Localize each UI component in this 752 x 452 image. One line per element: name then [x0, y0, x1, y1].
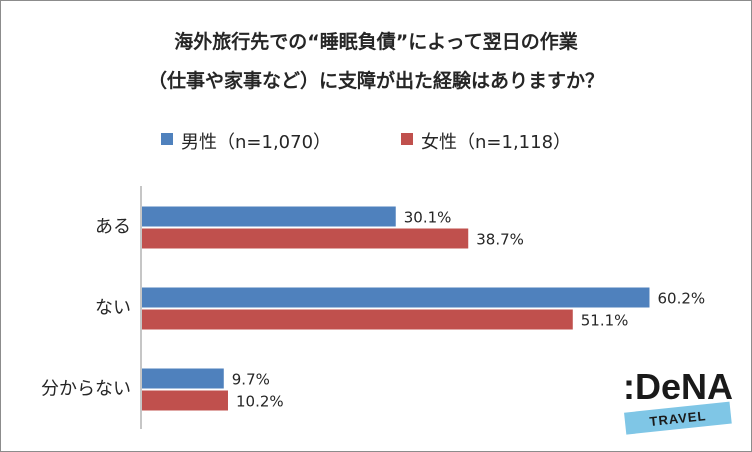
logo-band	[624, 401, 732, 435]
bar-female	[142, 390, 228, 411]
chart-title: 海外旅行先での“睡眠負債”によって翌日の作業	[174, 31, 578, 53]
legend-label-female: 女性（n=1,118）	[421, 132, 572, 153]
category-label: ない	[95, 298, 131, 319]
logo-brand-text: :DeNA	[623, 366, 733, 407]
legend-swatch-male	[161, 133, 173, 145]
category-label: 分からない	[41, 379, 131, 400]
category-label: ある	[95, 217, 131, 238]
data-label: 60.2%	[657, 290, 705, 308]
bar-male	[142, 206, 396, 227]
data-label: 51.1%	[581, 312, 629, 330]
legend-swatch-female	[401, 133, 413, 145]
dena-travel-logo: :DeNA TRAVEL	[623, 366, 733, 435]
legend-label-male: 男性（n=1,070）	[181, 132, 332, 153]
chart-subtitle: （仕事や家事など）に支障が出た経験はありますか？	[147, 70, 604, 92]
logo-sub-text: TRAVEL	[649, 408, 707, 429]
bar-female	[142, 228, 469, 249]
data-label: 38.7%	[476, 231, 524, 249]
bar-male	[142, 287, 650, 308]
data-label: 9.7%	[232, 371, 270, 389]
data-label: 30.1%	[404, 209, 452, 227]
bar-male	[142, 368, 224, 389]
data-label: 10.2%	[236, 393, 284, 411]
bar-female	[142, 309, 573, 330]
